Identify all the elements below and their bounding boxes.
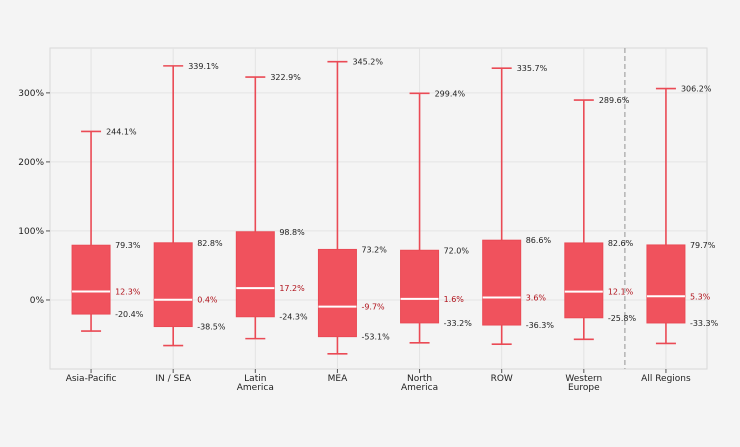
box-iqr [564, 242, 604, 319]
y-tick-label: 100% [18, 227, 44, 237]
category-label: Latin [244, 374, 266, 384]
median-label: 3.6% [526, 293, 547, 302]
max-label: 339.1% [188, 62, 219, 71]
box-iqr [71, 244, 111, 315]
median-label: 1.6% [444, 295, 465, 304]
median-label: 0.4% [197, 296, 218, 305]
box-iqr [482, 239, 522, 326]
q1-label: -38.5% [197, 323, 226, 332]
max-label: 335.7% [517, 64, 548, 73]
max-label: 299.4% [435, 89, 466, 98]
median-label: 12.3% [115, 287, 141, 296]
category-label: Europe [568, 383, 600, 393]
q3-label: 86.6% [526, 236, 552, 245]
q3-label: 79.3% [115, 241, 141, 250]
category-label: ROW [491, 374, 513, 384]
category-label: America [401, 383, 438, 393]
q3-label: 82.6% [608, 239, 634, 248]
max-label: 244.1% [106, 127, 137, 136]
y-tick-label: 200% [18, 158, 44, 168]
max-label: 345.2% [352, 58, 383, 67]
q3-label: 73.2% [361, 245, 387, 254]
median-label: 5.3% [690, 292, 711, 301]
box-iqr [317, 248, 357, 338]
q3-label: 98.8% [279, 228, 305, 237]
category-label: North [407, 374, 432, 384]
q3-label: 82.8% [197, 239, 223, 248]
q1-label: -33.3% [690, 319, 719, 328]
category-label: Western [565, 374, 602, 384]
median-label: 12.1% [608, 288, 634, 297]
q1-label: -33.2% [444, 319, 473, 328]
y-tick-label: 300% [18, 89, 44, 99]
median-label: 17.2% [279, 284, 305, 293]
max-label: 306.2% [681, 85, 712, 94]
category-label: America [237, 383, 274, 393]
box-iqr [153, 242, 193, 328]
q3-label: 79.7% [690, 241, 716, 250]
category-label: MEA [328, 374, 348, 384]
box-iqr [400, 249, 440, 324]
category-label: IN / SEA [155, 374, 192, 384]
box-iqr [235, 231, 275, 318]
median-label: -9.7% [361, 303, 385, 312]
q3-label: 72.0% [444, 246, 470, 255]
max-label: 289.6% [599, 96, 630, 105]
y-tick-label: 0% [30, 296, 45, 306]
category-label: Asia-Pacific [66, 374, 117, 384]
q1-label: -20.4% [115, 310, 144, 319]
q1-label: -25.8% [608, 314, 637, 323]
q1-label: -36.3% [526, 321, 555, 330]
q1-label: -24.3% [279, 313, 308, 322]
q1-label: -53.1% [361, 333, 390, 342]
box-iqr [646, 244, 686, 324]
category-label: All Regions [641, 374, 691, 384]
max-label: 322.9% [270, 73, 301, 82]
